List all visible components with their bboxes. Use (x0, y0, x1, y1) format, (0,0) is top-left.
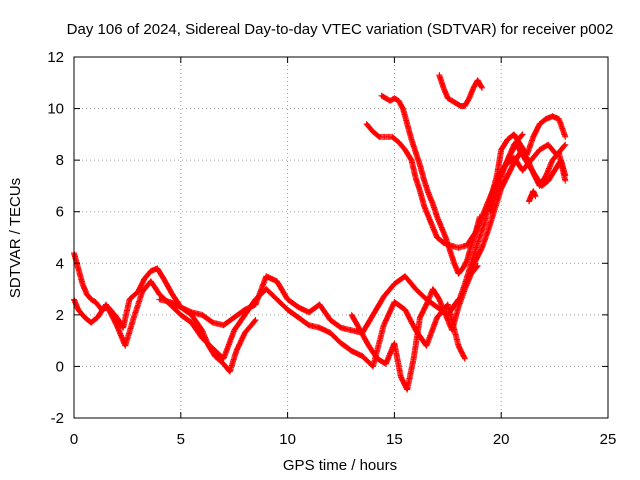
y-tick-label: -2 (51, 410, 64, 427)
x-tick-label: 15 (386, 431, 403, 448)
y-tick-label: 12 (47, 49, 64, 66)
data-points (71, 72, 569, 393)
y-tick-label: 6 (56, 204, 64, 221)
series-3 (156, 296, 259, 375)
x-tick-label: 20 (493, 431, 510, 448)
x-tick-labels: 0 5 10 15 20 25 (70, 431, 617, 448)
x-axis-label: GPS time / hours (283, 457, 397, 474)
y-axis-label: SDTVAR / TECUs (7, 178, 24, 298)
x-tick-label: 10 (279, 431, 296, 448)
series-11-markers (526, 188, 539, 205)
series-3-markers (156, 296, 259, 375)
y-tick-label: 8 (56, 152, 64, 169)
y-tick-label: 2 (56, 307, 64, 324)
axis-ticks (73, 56, 609, 419)
series-6-markers (378, 92, 483, 277)
series-2 (71, 278, 468, 370)
y-tick-label: 10 (47, 101, 64, 118)
y-tick-label: 0 (56, 358, 64, 375)
series-12 (493, 141, 569, 182)
y-tick-labels: -2 0 2 4 6 8 10 12 (47, 49, 64, 427)
series-12-markers (493, 141, 569, 182)
series-11 (526, 188, 539, 205)
plot-frame (73, 56, 609, 419)
y-tick-label: 4 (56, 255, 64, 272)
grid-lines (74, 57, 608, 418)
series-7 (436, 72, 485, 109)
series-6 (378, 92, 483, 277)
chart-title: Day 106 of 2024, Sidereal Day-to-day VTE… (67, 21, 614, 38)
x-tick-label: 5 (177, 431, 185, 448)
x-tick-label: 25 (600, 431, 617, 448)
x-tick-label: 0 (70, 431, 78, 448)
series-7-markers (436, 72, 485, 109)
series-2-markers (71, 278, 468, 370)
